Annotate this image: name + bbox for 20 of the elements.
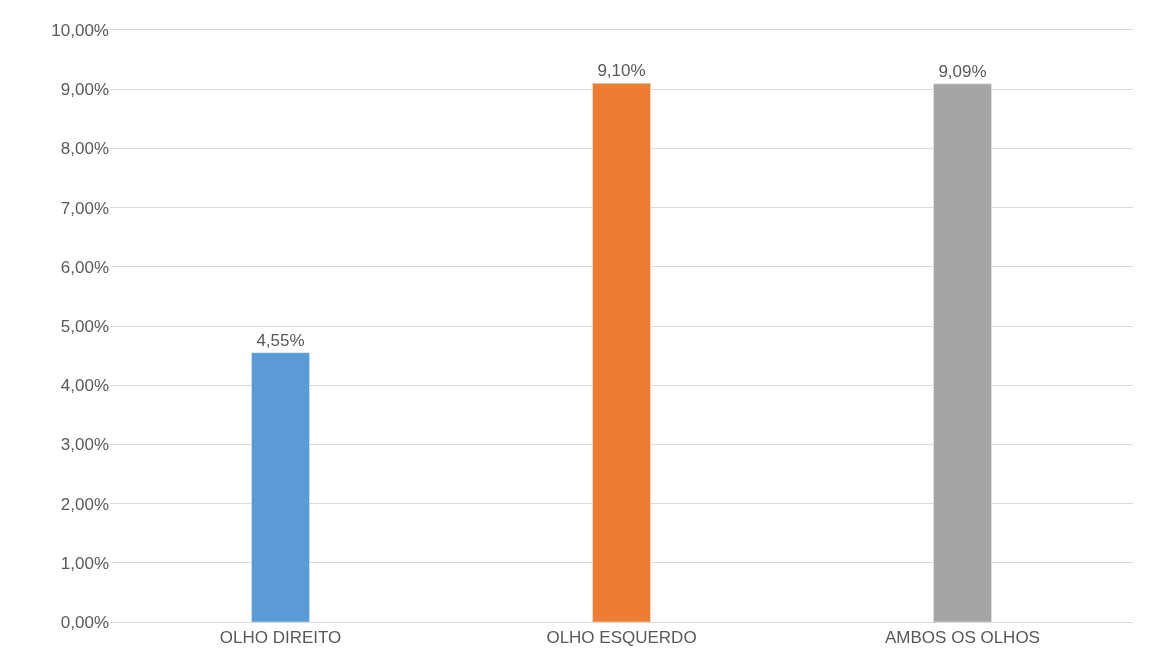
data-label: 9,09% — [938, 61, 987, 81]
y-tick-label: 7,00% — [60, 198, 109, 218]
y-tick-label: 0,00% — [60, 612, 109, 632]
y-tick-label: 5,00% — [60, 316, 109, 336]
bar — [933, 83, 992, 622]
y-tick-label: 4,00% — [60, 376, 109, 396]
y-tick-label: 1,00% — [60, 553, 109, 573]
bar — [251, 352, 310, 622]
y-tick-label: 3,00% — [60, 435, 109, 455]
y-tick-label: 10,00% — [51, 20, 109, 40]
x-tick-label: AMBOS OS OLHOS — [885, 628, 1040, 648]
bar — [592, 83, 651, 622]
y-tick-label: 8,00% — [60, 139, 109, 159]
data-label: 9,10% — [597, 61, 646, 81]
x-tick-label: OLHO ESQUERDO — [546, 628, 697, 648]
y-tick-label: 6,00% — [60, 257, 109, 277]
x-tick-label: OLHO DIREITO — [219, 628, 342, 648]
y-tick-label: 2,00% — [60, 494, 109, 514]
y-tick-label: 9,00% — [60, 80, 109, 100]
data-label: 4,55% — [256, 330, 305, 350]
